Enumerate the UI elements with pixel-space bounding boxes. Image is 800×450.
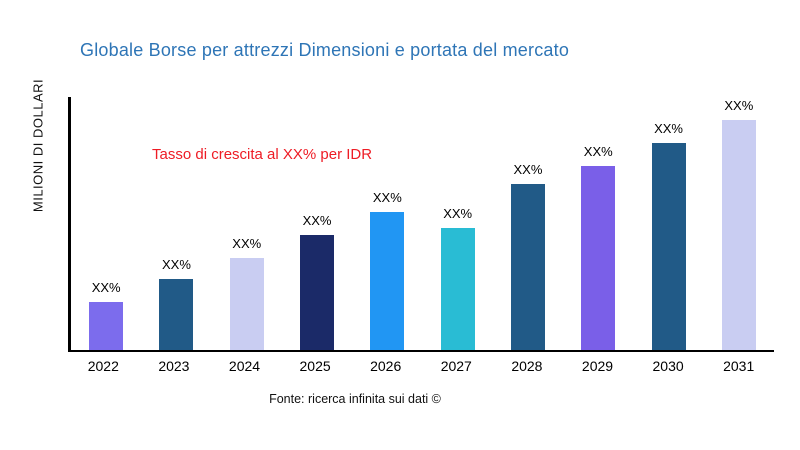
source-text: Fonte: ricerca infinita sui dati © [269,392,441,406]
bar-column: XX% [704,97,774,350]
bar-column: XX% [493,97,563,350]
growth-rate-annotation: Tasso di crescita al XX% per IDR [152,146,373,163]
bar-column: XX% [212,97,282,350]
x-axis-labels: 2022 2023 2024 2025 2026 2027 2028 2029 2030 2031 [68,358,774,374]
bar-column: XX% [282,97,352,350]
x-tick-label: 2028 [511,358,543,374]
bar [510,184,545,350]
bar-value-label: XX% [161,256,191,272]
x-tick-label: 2031 [723,358,755,374]
bar-value-label: XX% [232,236,262,251]
bar-value-label: XX% [302,213,332,228]
bar [581,166,616,350]
bar-column: XX% [423,97,493,350]
bar-value-label: XX% [654,121,683,136]
x-tick-label: 2026 [370,358,402,374]
x-tick-label: 2023 [158,358,190,374]
bar [721,120,756,350]
bar [440,228,475,350]
bar-column: XX% [563,97,633,350]
x-tick-label: 2030 [652,358,684,374]
bar [300,235,335,350]
x-tick-label: 2024 [228,358,261,374]
bar [229,258,264,350]
x-tick-label: 2022 [87,358,119,374]
bar [159,278,194,350]
bar-value-label: XX% [724,98,754,113]
bar [370,212,405,350]
bar-column: XX% [633,97,703,350]
bar [89,301,124,350]
bar-value-label: XX% [372,190,402,205]
x-tick-label: 2029 [581,358,614,374]
bar [651,143,686,350]
chart-title: Globale Borse per attrezzi Dimensioni e … [80,40,570,60]
plot-area: XX% XX% XX% XX% XX% XX% XX% XX% XX% XX% [68,97,774,352]
bar-value-label: XX% [583,144,613,159]
x-tick-label: 2025 [299,358,331,374]
bar-value-label: XX% [513,162,543,178]
y-axis-label: MILIONI DI DOLLARI [30,78,46,213]
bar-value-label: XX% [443,206,473,222]
bar-value-label: XX% [91,279,121,295]
bar-column: XX% [352,97,422,350]
bar-column: XX% [141,97,211,350]
x-tick-label: 2027 [440,358,472,374]
bar-column: XX% [71,97,141,350]
